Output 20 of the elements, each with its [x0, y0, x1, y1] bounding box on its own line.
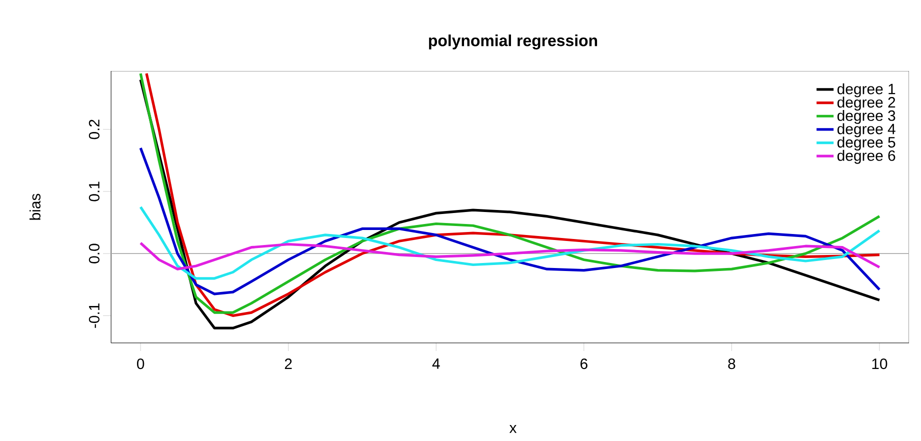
legend-label: degree 2	[837, 96, 896, 111]
x-tick-label: 0	[136, 358, 144, 370]
legend-label: degree 4	[837, 123, 896, 138]
legend-label: degree 5	[837, 136, 896, 151]
x-tick-label: 2	[284, 358, 292, 369]
x-axis-title: x	[509, 425, 517, 433]
y-axis-title: bias	[30, 194, 40, 220]
x-tick-label: 10	[872, 358, 888, 370]
legend-label: degree 1	[837, 83, 896, 98]
y-tick-label: -0.1	[88, 304, 100, 328]
x-tick-label: 4	[432, 358, 440, 369]
x-tick-label: 8	[728, 358, 736, 370]
y-tick-label: 0.0	[88, 244, 100, 264]
chart-title: polynomial regression	[429, 34, 598, 50]
legend-label: degree 3	[837, 110, 896, 124]
line-series	[139, 206, 881, 280]
legend-label: degree 6	[837, 150, 896, 164]
y-tick-label: 0.1	[88, 182, 100, 202]
y-tick-label: 0.2	[88, 120, 100, 140]
x-tick-label: 6	[580, 358, 588, 370]
